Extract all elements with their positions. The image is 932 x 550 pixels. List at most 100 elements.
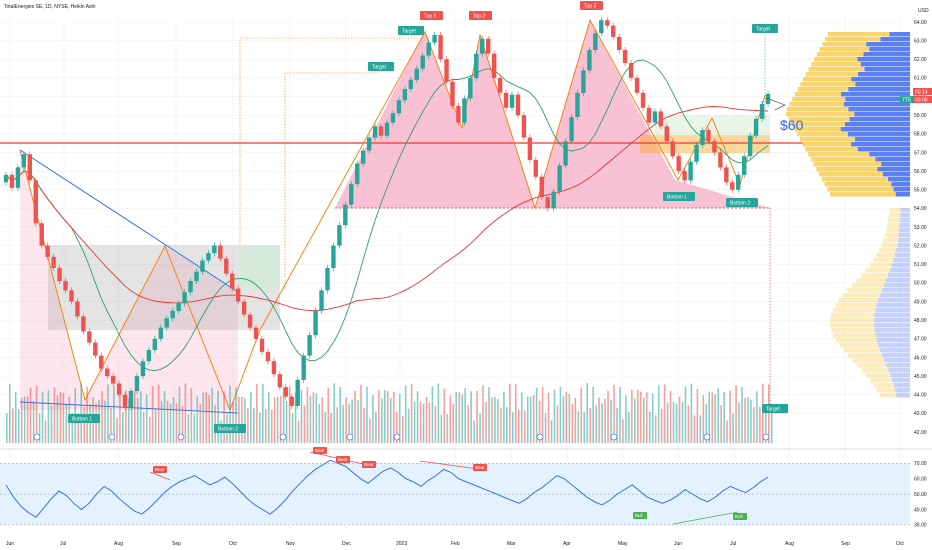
volume-bar	[303, 405, 306, 443]
profile-bar	[876, 338, 910, 343]
candle	[414, 68, 419, 80]
profile-bar	[869, 47, 910, 52]
volume-bar	[395, 411, 398, 443]
profile-bar	[830, 313, 875, 318]
profile-bar	[797, 132, 848, 137]
volume-bar	[717, 388, 719, 443]
profile-bar	[845, 97, 910, 102]
divergence-label-box	[362, 461, 376, 468]
candle	[551, 191, 556, 209]
candle	[57, 268, 62, 282]
volume-bar	[428, 402, 431, 443]
volume-bar	[604, 398, 606, 443]
volume-bar	[610, 399, 612, 443]
volume-bar	[419, 401, 422, 443]
candle	[15, 167, 21, 188]
volume-bar	[56, 395, 59, 443]
volume-bar	[613, 384, 615, 443]
candle	[230, 273, 235, 289]
candle	[694, 145, 699, 162]
volume-bar	[309, 395, 312, 443]
volume-bar	[324, 412, 327, 443]
volume-bar	[235, 387, 237, 443]
x-tick-label: Apr	[563, 541, 571, 547]
profile-bar	[830, 323, 875, 328]
candle	[569, 117, 574, 142]
profile-bar	[870, 378, 893, 383]
volume-bar	[714, 394, 717, 443]
candle	[259, 338, 265, 352]
candle	[366, 137, 372, 151]
rsi-tick-label: 50.00	[914, 492, 927, 498]
event-marker	[33, 433, 41, 441]
y-tick-label: 51.00	[914, 262, 927, 268]
divergence-line	[419, 460, 479, 470]
profile-bar	[808, 152, 870, 157]
volume-bar	[217, 390, 219, 443]
event-marker	[279, 433, 287, 441]
candle	[658, 111, 664, 127]
pattern-label-box	[420, 11, 443, 20]
candle	[9, 174, 15, 188]
profile-bar	[893, 187, 910, 192]
pattern-label-box	[580, 1, 603, 10]
profile-bar	[881, 288, 910, 293]
profile-bar	[886, 228, 900, 233]
volume-bar	[128, 398, 130, 443]
x-tick-label: Jul	[60, 541, 66, 547]
profile-bar	[874, 318, 910, 323]
profile-bar	[889, 208, 901, 213]
profile-bar	[810, 157, 876, 162]
y-tick-label: 52.00	[914, 243, 927, 249]
candle	[301, 355, 306, 380]
pattern-label-bottom: Bottom 2	[726, 198, 758, 207]
profile-bar	[831, 328, 875, 333]
candle	[396, 100, 402, 114]
y-tick-label: 47.00	[914, 337, 927, 343]
volume-bar	[11, 408, 14, 443]
volume-bar	[452, 403, 455, 443]
volume-bar	[163, 390, 166, 443]
volume-bar	[178, 386, 181, 443]
volume-bar	[154, 408, 157, 443]
profile-bar	[882, 172, 910, 177]
candle	[557, 165, 562, 192]
volume-bar	[384, 390, 386, 443]
volume-bar	[512, 412, 514, 443]
volume-bar	[535, 387, 538, 443]
volume-bar	[464, 388, 466, 443]
divergence-label-text: Bull	[635, 513, 643, 518]
divergence-label: Bear	[362, 461, 376, 468]
volume-bar	[592, 386, 594, 443]
volume-bar	[663, 384, 666, 443]
profile-bar	[830, 192, 896, 197]
candle	[182, 292, 187, 304]
candle	[200, 260, 205, 272]
volume-bar	[491, 397, 493, 443]
profile-bar	[847, 288, 882, 293]
volume-bar	[8, 384, 11, 443]
volume-bar	[288, 386, 291, 443]
profile-bar	[836, 338, 877, 343]
volume-bar	[601, 403, 603, 443]
volume-bar	[404, 385, 407, 443]
y-tick-label: 54.00	[914, 206, 927, 212]
volume-bar	[580, 387, 583, 443]
candle	[426, 42, 431, 56]
divergence-label: Bear	[336, 456, 350, 463]
volume-bar	[770, 410, 773, 443]
volume-bar	[559, 386, 562, 443]
candle	[741, 156, 747, 175]
x-tick-label: Aug	[785, 541, 794, 547]
candle	[539, 176, 544, 198]
candle	[450, 81, 455, 106]
y-tick-label: 53.00	[914, 225, 927, 231]
volume-bar	[550, 420, 553, 443]
profile-bar	[875, 333, 910, 338]
candle	[753, 118, 759, 136]
x-tick-label: Jul	[730, 541, 736, 547]
candle	[747, 135, 753, 157]
candle	[474, 53, 479, 78]
candle	[682, 171, 687, 181]
